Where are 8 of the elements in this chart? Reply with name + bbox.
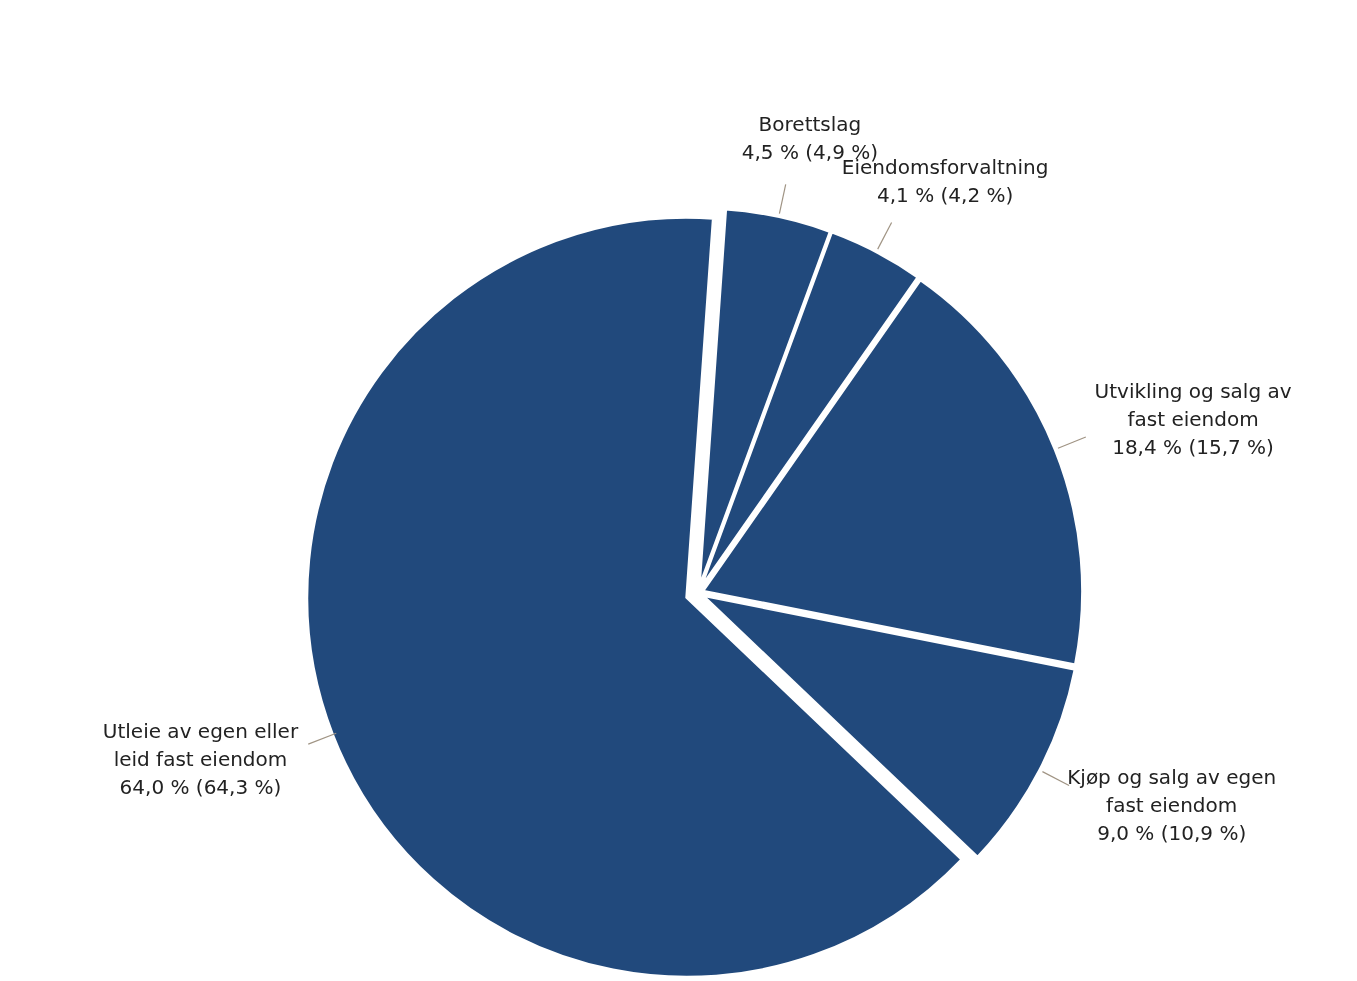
data-label: 9,0 % (10,9 %): [1097, 820, 1247, 845]
data-label: 64,0 % (64,3 %): [119, 775, 282, 800]
slice-label: Utvikling og salg av fast eiendom: [1094, 378, 1292, 431]
data-label: 4,1 % (4,2 %): [876, 182, 1014, 207]
data-label: 18,4 % (15,7 %): [1112, 434, 1274, 459]
slice-label: Utleie av egen eller leid fast eiendom: [102, 719, 299, 772]
slice-label: Kjøp og salg av egen fast eiendom: [1067, 764, 1277, 817]
slice-label: Borettslag: [758, 112, 862, 137]
